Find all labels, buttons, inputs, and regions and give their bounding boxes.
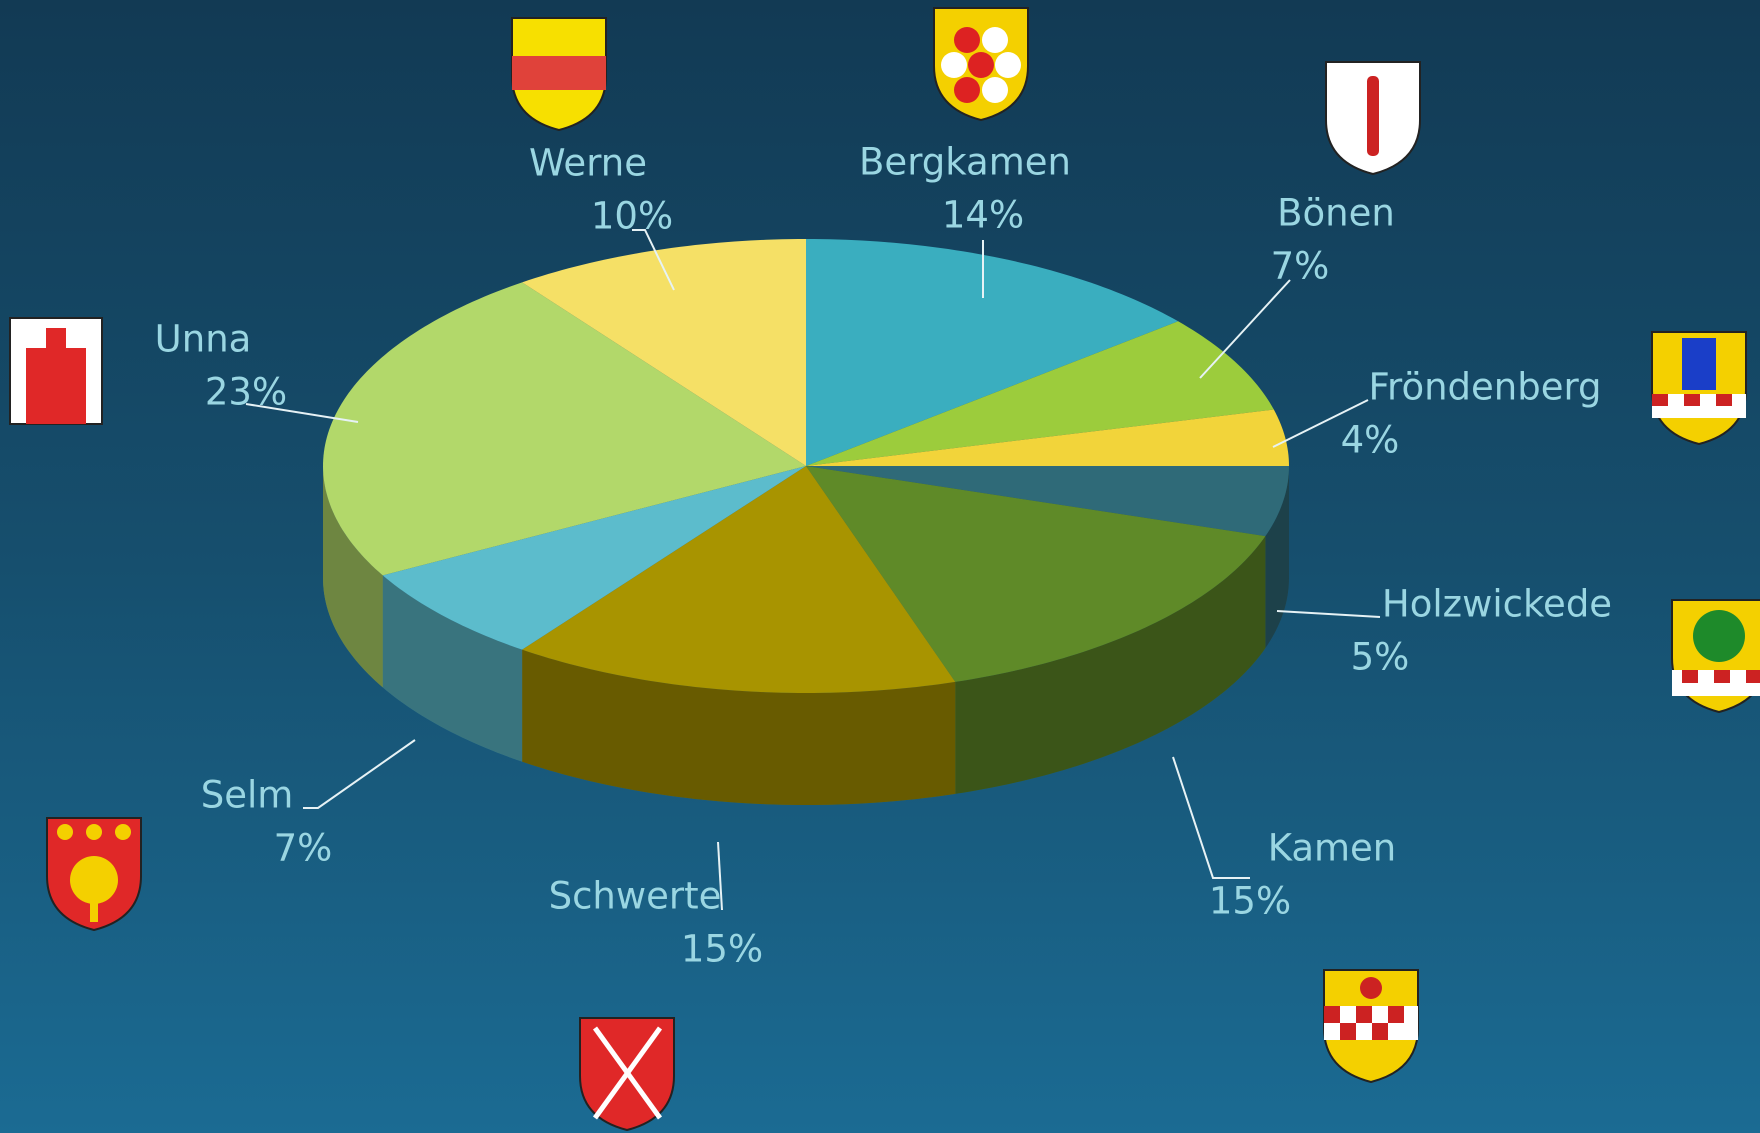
value-label: 5% [1351, 636, 1410, 679]
shield-werne [511, 17, 607, 131]
value-label: 7% [1271, 245, 1330, 288]
category-label: Fröndenberg [1368, 366, 1601, 409]
slice-side [1265, 466, 1289, 649]
slice [522, 239, 806, 466]
slice [806, 321, 1274, 466]
slice-side-shade [323, 466, 383, 688]
slice-side-shade [955, 536, 1266, 794]
slice-side [323, 466, 383, 688]
category-label: Unna [155, 318, 252, 361]
slice-side [522, 649, 956, 805]
shield-kamen [1323, 969, 1419, 1083]
leader-line [245, 403, 359, 423]
shield-schwerte [579, 1017, 675, 1131]
value-label: 14% [942, 194, 1024, 237]
value-label: 23% [205, 371, 287, 414]
slice [382, 466, 806, 650]
category-label: Selm [201, 774, 294, 817]
slice-side-shade [522, 649, 956, 805]
shield-selm [46, 817, 142, 931]
leader-line [632, 229, 675, 291]
slice-side-shade [1265, 466, 1289, 649]
slice-side [955, 536, 1266, 794]
value-label: 4% [1341, 419, 1400, 462]
value-label: 15% [681, 928, 763, 971]
shield-holzwickede [1671, 599, 1760, 713]
pie [323, 239, 1289, 805]
leader-line [1199, 279, 1291, 379]
category-label: Bergkamen [859, 141, 1071, 184]
leader-line [1272, 399, 1369, 448]
value-label: 15% [1209, 880, 1291, 923]
value-label: 10% [591, 195, 673, 238]
shield-boenen [1325, 61, 1421, 175]
shield-bergkamen [933, 7, 1029, 121]
slice [806, 239, 1179, 466]
shield-unna [9, 317, 103, 425]
labels: Bergkamen 14% Bönen 7% Fröndenberg 4% Holzwick… [155, 141, 1612, 971]
category-label: Kamen [1268, 827, 1397, 870]
slice-side [382, 575, 523, 762]
slice [522, 466, 956, 693]
leader-line [1276, 610, 1381, 618]
leader-line [1172, 756, 1250, 879]
slice-side-shade [382, 575, 523, 762]
leader-line [303, 739, 416, 809]
coats-of-arms [9, 7, 1760, 1131]
value-label: 7% [274, 827, 333, 870]
slice [806, 466, 1266, 682]
category-label: Schwerte [549, 875, 722, 918]
slice [323, 282, 806, 576]
slice [806, 409, 1289, 466]
category-label: Bönen [1277, 192, 1395, 235]
leader-line [717, 841, 723, 911]
category-label: Werne [529, 142, 647, 185]
category-label: Holzwickede [1382, 583, 1612, 626]
slice [806, 466, 1289, 537]
shield-froendenberg [1651, 331, 1747, 445]
